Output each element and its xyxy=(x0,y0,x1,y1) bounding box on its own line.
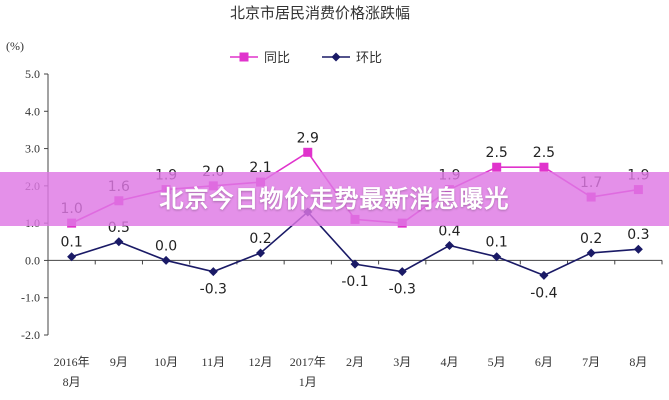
data-point-mom xyxy=(256,248,266,258)
y-tick-label: 3.0 xyxy=(25,142,40,156)
data-point-mom xyxy=(350,259,360,269)
x-tick-label: 8月 xyxy=(63,375,81,389)
data-point-mom xyxy=(67,252,77,262)
data-label: -0.1 xyxy=(341,274,368,290)
data-label: 0.2 xyxy=(580,231,602,247)
data-point-mom xyxy=(633,244,643,254)
data-label: 0.1 xyxy=(486,235,508,251)
x-tick-label: 2016年 xyxy=(54,355,90,369)
legend-item-mom: 环比 xyxy=(322,51,382,66)
data-point-yoy xyxy=(303,147,313,157)
data-point-mom xyxy=(586,248,596,258)
headline-banner-background xyxy=(0,172,669,226)
legend: 同比 环比 xyxy=(230,51,382,66)
x-tick-label: 1月 xyxy=(299,375,317,389)
y-tick-label: -1.0 xyxy=(21,291,40,305)
data-point-mom xyxy=(161,255,171,265)
headline-banner: 北京今日物价走势最新消息曝光 xyxy=(159,185,510,213)
y-tick-label: 4.0 xyxy=(25,104,40,118)
data-label: 0.4 xyxy=(438,224,460,240)
data-point-yoy xyxy=(539,162,549,172)
data-label: 2.5 xyxy=(533,145,555,161)
data-point-mom xyxy=(397,267,407,277)
data-label: -0.3 xyxy=(200,282,227,298)
y-tick-label: 5.0 xyxy=(25,67,40,81)
x-tick-label: 11月 xyxy=(202,355,226,369)
data-point-mom xyxy=(492,252,502,262)
x-tick-label: 8月 xyxy=(629,355,647,369)
y-tick-label: 0.0 xyxy=(25,253,40,267)
data-point-mom xyxy=(444,241,454,251)
data-label: -0.3 xyxy=(389,282,416,298)
x-tick-label: 2017年 xyxy=(290,355,326,369)
data-point-mom xyxy=(539,270,549,280)
x-tick-label: 4月 xyxy=(440,355,458,369)
x-tick-label: 12月 xyxy=(249,355,273,369)
data-label: -0.4 xyxy=(530,285,557,301)
data-label: 0.3 xyxy=(627,227,649,243)
legend-item-yoy: 同比 xyxy=(230,51,290,66)
data-point-mom xyxy=(114,237,124,247)
data-point-yoy xyxy=(492,162,502,172)
legend-label: 环比 xyxy=(356,51,382,66)
data-label: 2.9 xyxy=(297,130,319,146)
series-mom: 0.10.50.0-0.30.2-0.1 -0.30.40.1-0.40.2 0.3 xyxy=(60,207,650,301)
legend-marker xyxy=(331,52,341,62)
legend-label: 同比 xyxy=(264,51,290,66)
data-label: 0.0 xyxy=(155,238,177,254)
legend-marker xyxy=(239,52,249,62)
data-point-mom xyxy=(208,267,218,277)
data-label: 0.2 xyxy=(249,231,271,247)
y-axis-unit-label: (%) xyxy=(6,39,24,53)
data-label: 2.5 xyxy=(486,145,508,161)
y-tick-label: -2.0 xyxy=(21,328,40,342)
chart-title: 北京市居民消费价格涨跌幅 xyxy=(230,4,410,22)
data-label: 0.1 xyxy=(60,235,82,251)
x-tick-label: 7月 xyxy=(582,355,600,369)
x-tick-label: 3月 xyxy=(393,355,411,369)
x-tick-label: 2月 xyxy=(346,355,364,369)
x-tick-label: 6月 xyxy=(535,355,553,369)
x-tick-label: 9月 xyxy=(110,355,128,369)
x-tick-label: 10月 xyxy=(154,355,178,369)
x-tick-label: 5月 xyxy=(488,355,506,369)
